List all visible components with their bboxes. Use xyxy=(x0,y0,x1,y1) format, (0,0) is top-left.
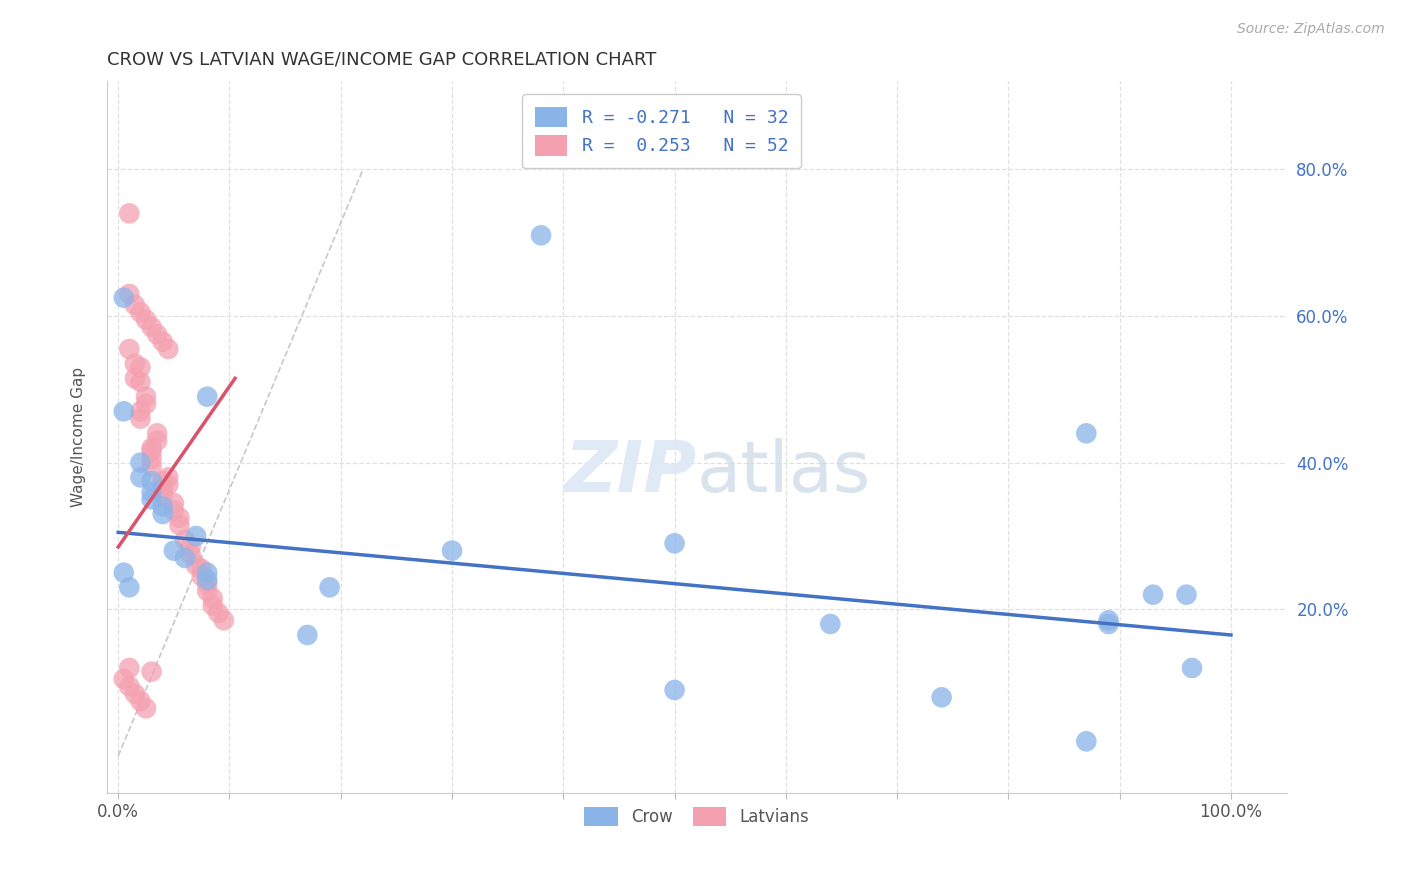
Point xyxy=(163,543,186,558)
Point xyxy=(174,551,197,566)
Point xyxy=(118,679,141,693)
Point xyxy=(184,558,207,573)
Point xyxy=(163,496,186,510)
Point xyxy=(141,474,163,488)
Point xyxy=(152,489,174,503)
Point xyxy=(440,543,463,558)
Point xyxy=(195,566,218,580)
Point xyxy=(112,672,135,686)
Point xyxy=(1076,426,1098,441)
Point xyxy=(141,452,163,467)
Point xyxy=(318,580,340,594)
Point xyxy=(1175,588,1198,602)
Point xyxy=(141,459,163,474)
Point xyxy=(195,584,218,599)
Point xyxy=(146,327,169,342)
Point xyxy=(129,470,152,484)
Point xyxy=(124,357,146,371)
Point xyxy=(1097,613,1119,627)
Point xyxy=(112,404,135,418)
Point xyxy=(664,683,686,698)
Point xyxy=(118,206,141,220)
Point xyxy=(201,591,224,606)
Point xyxy=(141,444,163,458)
Point xyxy=(1181,661,1204,675)
Point xyxy=(135,390,157,404)
Point xyxy=(152,507,174,521)
Point xyxy=(118,342,141,356)
Point xyxy=(129,456,152,470)
Point xyxy=(129,360,152,375)
Point xyxy=(212,613,235,627)
Point xyxy=(135,312,157,326)
Point xyxy=(174,533,197,547)
Point xyxy=(129,404,152,418)
Point xyxy=(163,503,186,517)
Point xyxy=(118,580,141,594)
Point xyxy=(124,687,146,701)
Point xyxy=(1076,734,1098,748)
Point xyxy=(146,434,169,448)
Point xyxy=(129,305,152,319)
Point xyxy=(184,529,207,543)
Point xyxy=(112,291,135,305)
Point xyxy=(141,492,163,507)
Point xyxy=(180,540,202,554)
Point xyxy=(152,481,174,495)
Point xyxy=(195,573,218,587)
Point xyxy=(169,510,191,524)
Point xyxy=(530,228,553,243)
Point xyxy=(124,371,146,385)
Text: CROW VS LATVIAN WAGE/INCOME GAP CORRELATION CHART: CROW VS LATVIAN WAGE/INCOME GAP CORRELAT… xyxy=(107,51,657,69)
Text: Source: ZipAtlas.com: Source: ZipAtlas.com xyxy=(1237,22,1385,37)
Point xyxy=(135,701,157,715)
Point xyxy=(931,690,953,705)
Point xyxy=(129,375,152,389)
Point xyxy=(157,470,180,484)
Point xyxy=(129,694,152,708)
Point xyxy=(152,500,174,514)
Point xyxy=(1142,588,1164,602)
Point xyxy=(1097,617,1119,632)
Y-axis label: Wage/Income Gap: Wage/Income Gap xyxy=(72,367,86,507)
Point xyxy=(190,569,212,583)
Point xyxy=(124,298,146,312)
Point xyxy=(820,617,842,632)
Point xyxy=(190,562,212,576)
Point xyxy=(141,320,163,334)
Point xyxy=(141,485,163,500)
Point xyxy=(152,474,174,488)
Point xyxy=(297,628,319,642)
Point xyxy=(195,390,218,404)
Point xyxy=(135,397,157,411)
Text: atlas: atlas xyxy=(697,438,872,507)
Point xyxy=(201,599,224,613)
Point xyxy=(118,287,141,301)
Point xyxy=(152,334,174,349)
Text: ZIP: ZIP xyxy=(565,438,697,507)
Point xyxy=(157,342,180,356)
Legend: Crow, Latvians: Crow, Latvians xyxy=(576,798,817,834)
Point xyxy=(195,576,218,591)
Point xyxy=(141,665,163,679)
Point xyxy=(664,536,686,550)
Point xyxy=(146,426,169,441)
Point xyxy=(207,606,229,620)
Point xyxy=(157,477,180,491)
Point xyxy=(118,661,141,675)
Point xyxy=(129,411,152,425)
Point xyxy=(169,518,191,533)
Point xyxy=(180,547,202,561)
Point xyxy=(141,441,163,455)
Point xyxy=(112,566,135,580)
